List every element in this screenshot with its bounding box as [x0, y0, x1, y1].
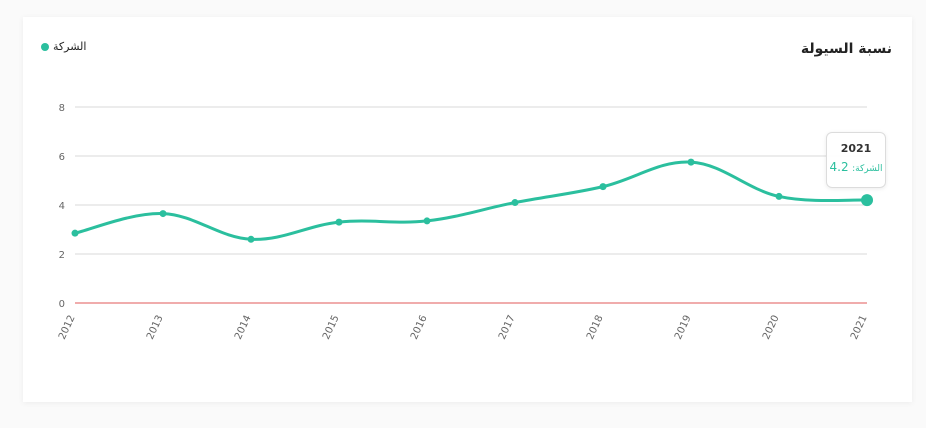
tooltip-row: الشركة: 4.2	[827, 160, 885, 174]
chart-card: نسبة السيولة الشركة 0 2 4 6 8 2012 2013 2014 201…	[23, 17, 912, 402]
x-tick-label: 2018	[585, 314, 606, 342]
y-tick-label: 4	[59, 201, 65, 212]
data-point	[159, 210, 167, 218]
y-tick-label: 2	[59, 250, 65, 261]
tooltip-label: الشركة:	[852, 164, 883, 174]
data-point	[71, 229, 79, 237]
x-tick-label: 2017	[497, 314, 518, 342]
line-chart: 0 2 4 6 8 2012 2013 2014 2015 2016 2017 2018 2019 202…	[57, 103, 873, 342]
data-point	[247, 235, 255, 243]
y-tick-label: 8	[59, 103, 65, 114]
x-tick-label: 2012	[57, 314, 78, 342]
data-point	[687, 158, 695, 166]
x-tick-label: 2020	[761, 314, 782, 342]
x-tick-label: 2021	[849, 314, 870, 342]
data-point	[775, 192, 783, 200]
tooltip-value: 4.2	[829, 160, 849, 174]
series-line	[73, 160, 869, 241]
x-tick-label: 2013	[145, 314, 166, 342]
data-point	[511, 199, 519, 207]
data-point	[861, 194, 873, 207]
chart-title: نسبة السيولة	[800, 41, 892, 57]
y-tick-label: 6	[59, 152, 65, 163]
legend-label: الشركة	[53, 40, 87, 53]
data-point	[335, 218, 343, 226]
x-tick-label: 2014	[233, 314, 254, 342]
x-tick-label: 2015	[321, 314, 342, 342]
x-tick-label: 2016	[409, 314, 430, 342]
tooltip: 2021 الشركة: 4.2	[826, 132, 886, 188]
data-point	[599, 183, 607, 191]
tooltip-year: 2021	[840, 142, 872, 155]
legend[interactable]: الشركة	[41, 40, 86, 53]
x-tick-label: 2019	[673, 314, 694, 342]
legend-dot-icon	[41, 42, 49, 51]
data-point	[423, 217, 431, 225]
y-tick-label: 0	[59, 299, 65, 310]
